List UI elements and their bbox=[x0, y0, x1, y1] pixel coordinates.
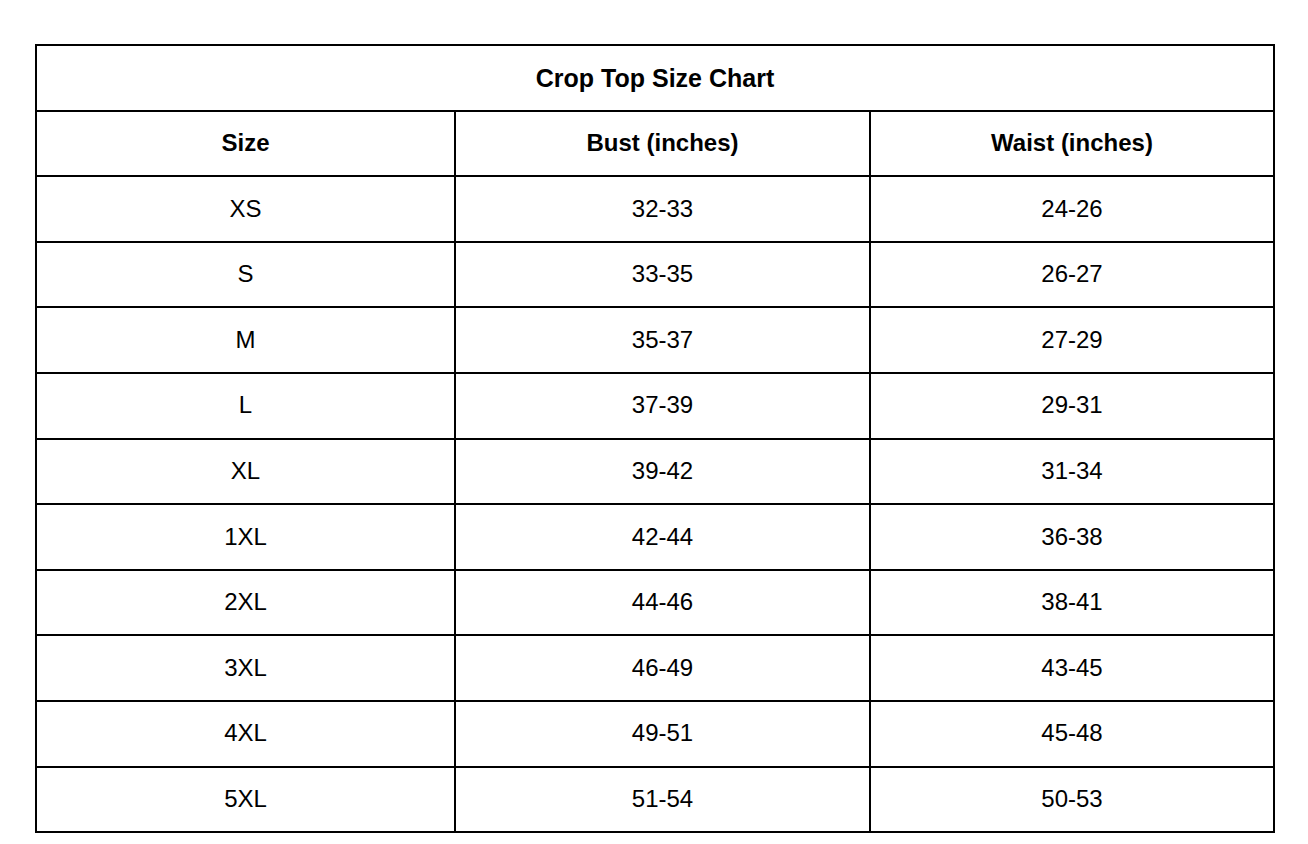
bust-cell: 51-54 bbox=[455, 767, 870, 833]
table-title: Crop Top Size Chart bbox=[36, 45, 1274, 111]
waist-cell: 24-26 bbox=[870, 176, 1274, 242]
bust-cell: 35-37 bbox=[455, 307, 870, 373]
table-row: S 33-35 26-27 bbox=[36, 242, 1274, 308]
column-header-row: Size Bust (inches) Waist (inches) bbox=[36, 111, 1274, 177]
size-chart-header: Crop Top Size Chart Size Bust (inches) W… bbox=[36, 45, 1274, 176]
title-row: Crop Top Size Chart bbox=[36, 45, 1274, 111]
table-row: 4XL 49-51 45-48 bbox=[36, 701, 1274, 767]
bust-cell: 46-49 bbox=[455, 635, 870, 701]
size-cell: XS bbox=[36, 176, 455, 242]
table-row: 1XL 42-44 36-38 bbox=[36, 504, 1274, 570]
waist-cell: 29-31 bbox=[870, 373, 1274, 439]
column-header-waist: Waist (inches) bbox=[870, 111, 1274, 177]
table-row: 2XL 44-46 38-41 bbox=[36, 570, 1274, 636]
size-cell: S bbox=[36, 242, 455, 308]
size-cell: 4XL bbox=[36, 701, 455, 767]
waist-cell: 43-45 bbox=[870, 635, 1274, 701]
table-row: M 35-37 27-29 bbox=[36, 307, 1274, 373]
waist-cell: 36-38 bbox=[870, 504, 1274, 570]
bust-cell: 37-39 bbox=[455, 373, 870, 439]
size-cell: 5XL bbox=[36, 767, 455, 833]
size-cell: 1XL bbox=[36, 504, 455, 570]
size-cell: 2XL bbox=[36, 570, 455, 636]
table-row: XL 39-42 31-34 bbox=[36, 439, 1274, 505]
bust-cell: 32-33 bbox=[455, 176, 870, 242]
size-cell: 3XL bbox=[36, 635, 455, 701]
waist-cell: 27-29 bbox=[870, 307, 1274, 373]
size-cell: M bbox=[36, 307, 455, 373]
column-header-bust: Bust (inches) bbox=[455, 111, 870, 177]
bust-cell: 44-46 bbox=[455, 570, 870, 636]
table-row: 5XL 51-54 50-53 bbox=[36, 767, 1274, 833]
size-cell: L bbox=[36, 373, 455, 439]
table-row: 3XL 46-49 43-45 bbox=[36, 635, 1274, 701]
page-background: Crop Top Size Chart Size Bust (inches) W… bbox=[0, 0, 1308, 844]
size-chart-table: Crop Top Size Chart Size Bust (inches) W… bbox=[35, 44, 1275, 833]
waist-cell: 26-27 bbox=[870, 242, 1274, 308]
waist-cell: 50-53 bbox=[870, 767, 1274, 833]
bust-cell: 49-51 bbox=[455, 701, 870, 767]
size-cell: XL bbox=[36, 439, 455, 505]
column-header-size: Size bbox=[36, 111, 455, 177]
waist-cell: 38-41 bbox=[870, 570, 1274, 636]
table-row: L 37-39 29-31 bbox=[36, 373, 1274, 439]
bust-cell: 33-35 bbox=[455, 242, 870, 308]
waist-cell: 45-48 bbox=[870, 701, 1274, 767]
size-chart-body: XS 32-33 24-26 S 33-35 26-27 M 35-37 27-… bbox=[36, 176, 1274, 832]
bust-cell: 39-42 bbox=[455, 439, 870, 505]
table-row: XS 32-33 24-26 bbox=[36, 176, 1274, 242]
waist-cell: 31-34 bbox=[870, 439, 1274, 505]
bust-cell: 42-44 bbox=[455, 504, 870, 570]
